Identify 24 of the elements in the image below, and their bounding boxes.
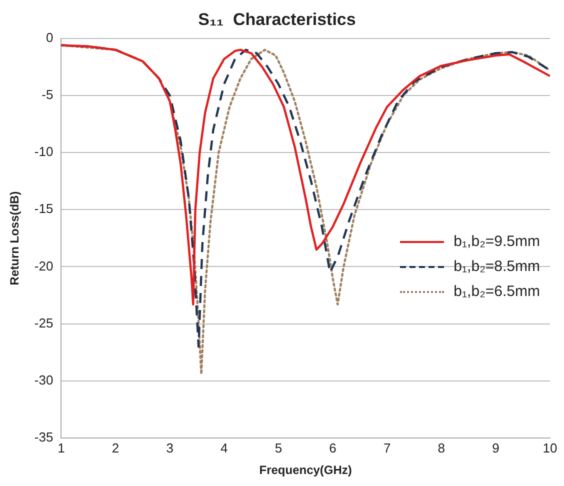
y-tick-label: -15 [34, 201, 54, 216]
x-tick-label: 10 [542, 440, 558, 456]
x-tick-label: 6 [329, 440, 336, 456]
y-axis-title: Return Loss(dB) [8, 191, 22, 286]
x-tick-label: 4 [220, 440, 228, 456]
x-tick-label: 7 [383, 440, 391, 456]
legend-label: b₁,b₂=8.5mm [454, 258, 540, 275]
x-axis-title: Frequency(GHz) [259, 463, 352, 478]
x-tick-label: 2 [112, 440, 120, 456]
y-tick-label: 0 [46, 30, 54, 45]
x-tick-label: 1 [58, 440, 65, 456]
x-tick-label: 8 [438, 440, 445, 456]
x-tick-label: 3 [166, 440, 174, 456]
y-tick-label: -35 [34, 430, 54, 445]
legend-label: b₁,b₂=6.5mm [454, 283, 540, 300]
y-tick-label: -20 [34, 258, 54, 274]
y-tick-label: -5 [42, 87, 54, 102]
x-tick-label: 9 [492, 440, 500, 456]
y-tick-label: -25 [34, 315, 54, 330]
legend-label: b₁,b₂=9.5mm [454, 233, 540, 250]
chart-title: S₁₁ Characteristics [198, 10, 356, 29]
x-tick-label: 5 [274, 440, 282, 456]
y-tick-label: -10 [34, 144, 54, 160]
y-tick-label: -30 [34, 372, 54, 388]
